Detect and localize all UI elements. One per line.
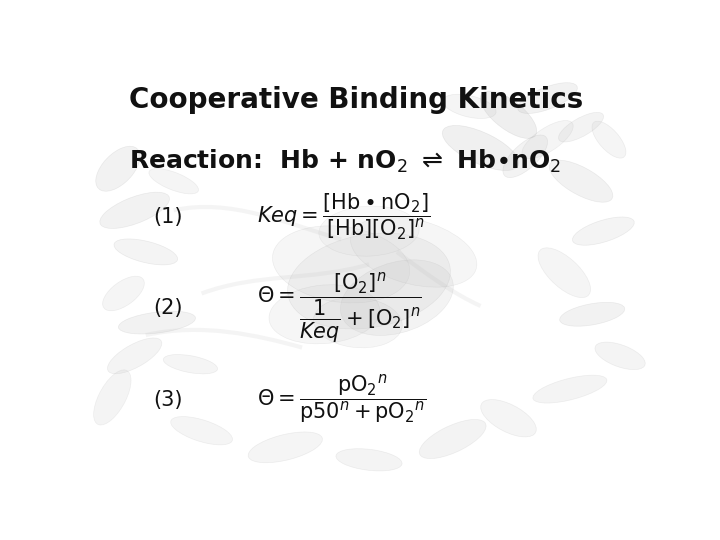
Ellipse shape: [351, 217, 477, 287]
Text: (1): (1): [153, 207, 183, 227]
Ellipse shape: [100, 192, 169, 228]
Ellipse shape: [269, 285, 379, 344]
Ellipse shape: [419, 420, 486, 458]
Ellipse shape: [96, 146, 140, 191]
Ellipse shape: [114, 239, 178, 265]
Ellipse shape: [248, 432, 323, 463]
Ellipse shape: [480, 91, 536, 138]
Ellipse shape: [518, 83, 577, 113]
Ellipse shape: [149, 168, 199, 194]
Ellipse shape: [341, 260, 454, 335]
Ellipse shape: [163, 354, 217, 374]
Text: $\Theta = \dfrac{\mathrm{pO_2}^n}{\mathrm{p50}^n + \mathrm{pO_2}^n}$: $\Theta = \dfrac{\mathrm{pO_2}^n}{\mathr…: [258, 373, 427, 426]
Text: (3): (3): [153, 389, 183, 409]
Ellipse shape: [572, 217, 634, 245]
Ellipse shape: [522, 120, 573, 159]
Ellipse shape: [319, 206, 419, 256]
Ellipse shape: [503, 135, 548, 178]
Ellipse shape: [107, 338, 162, 374]
Ellipse shape: [481, 400, 536, 437]
Ellipse shape: [443, 94, 496, 118]
Ellipse shape: [336, 449, 402, 471]
Ellipse shape: [103, 276, 144, 310]
Ellipse shape: [559, 112, 603, 142]
Text: $\Theta = \dfrac{[\mathrm{O_2}]^n}{\dfrac{1}{\mathit{Keq}} + [\mathrm{O_2}]^n}$: $\Theta = \dfrac{[\mathrm{O_2}]^n}{\dfra…: [258, 271, 423, 346]
Text: (2): (2): [153, 298, 183, 318]
Text: Reaction:  Hb + nO$_2$ $\rightleftharpoons$ Hb$\bullet$nO$_2$: Reaction: Hb + nO$_2$ $\rightleftharpoon…: [129, 148, 562, 175]
Text: $\mathit{Keq} = \dfrac{[\mathrm{Hb} \bullet \mathrm{nO_2}]}{[\mathrm{Hb}][\mathr: $\mathit{Keq} = \dfrac{[\mathrm{Hb} \bul…: [258, 191, 431, 242]
Ellipse shape: [287, 233, 451, 329]
Ellipse shape: [94, 370, 131, 425]
Text: Cooperative Binding Kinetics: Cooperative Binding Kinetics: [129, 85, 583, 113]
Ellipse shape: [595, 342, 645, 369]
Ellipse shape: [533, 375, 607, 403]
Ellipse shape: [313, 298, 402, 348]
Ellipse shape: [592, 121, 626, 158]
Ellipse shape: [118, 311, 196, 334]
Ellipse shape: [559, 302, 625, 326]
Ellipse shape: [171, 416, 233, 445]
Ellipse shape: [549, 160, 613, 202]
Ellipse shape: [538, 248, 590, 298]
Ellipse shape: [272, 226, 410, 303]
Ellipse shape: [442, 125, 519, 171]
